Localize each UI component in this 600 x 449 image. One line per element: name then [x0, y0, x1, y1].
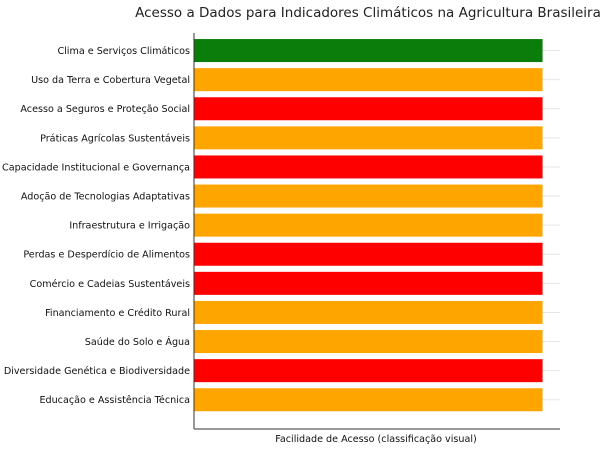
- category-label: Saúde do Solo e Água: [85, 335, 190, 348]
- bar: [194, 126, 543, 150]
- bar: [194, 242, 543, 266]
- bar: [194, 300, 543, 324]
- category-label: Infraestrutura e Irrigação: [69, 221, 190, 232]
- x-axis-label: Facilidade de Acesso (classificação visu…: [275, 434, 477, 445]
- category-label: Clima e Serviços Climáticos: [57, 45, 190, 57]
- category-label: Uso da Terra e Cobertura Vegetal: [31, 75, 190, 86]
- bar: [194, 388, 543, 412]
- bar: [194, 68, 543, 92]
- category-label: Educação e Assistência Técnica: [39, 394, 190, 406]
- category-label: Financiamento e Crédito Rural: [45, 307, 190, 319]
- bar: [194, 271, 543, 295]
- bar: [194, 359, 543, 383]
- bar: [194, 184, 543, 208]
- category-label: Acesso a Seguros e Proteção Social: [20, 104, 190, 115]
- category-label: Adoção de Tecnologias Adaptativas: [21, 191, 190, 202]
- bars: [194, 39, 543, 412]
- category-labels: Clima e Serviços Climáticos Uso da Terra …: [2, 45, 190, 406]
- category-label: Comércio e Cadeias Sustentáveis: [30, 278, 190, 290]
- bar: [194, 97, 543, 121]
- category-label: Capacidade Institucional e Governança: [2, 162, 190, 173]
- bar: [194, 155, 543, 179]
- bar: [194, 213, 543, 237]
- bar: [194, 39, 543, 63]
- category-label: Diversidade Genética e Biodiversidade: [4, 365, 190, 377]
- category-label: Perdas e Desperdício de Alimentos: [23, 249, 190, 261]
- bar: [194, 330, 543, 354]
- chart-title: Acesso a Dados para Indicadores Climátic…: [135, 5, 600, 21]
- category-label: Práticas Agrícolas Sustentáveis: [40, 132, 190, 144]
